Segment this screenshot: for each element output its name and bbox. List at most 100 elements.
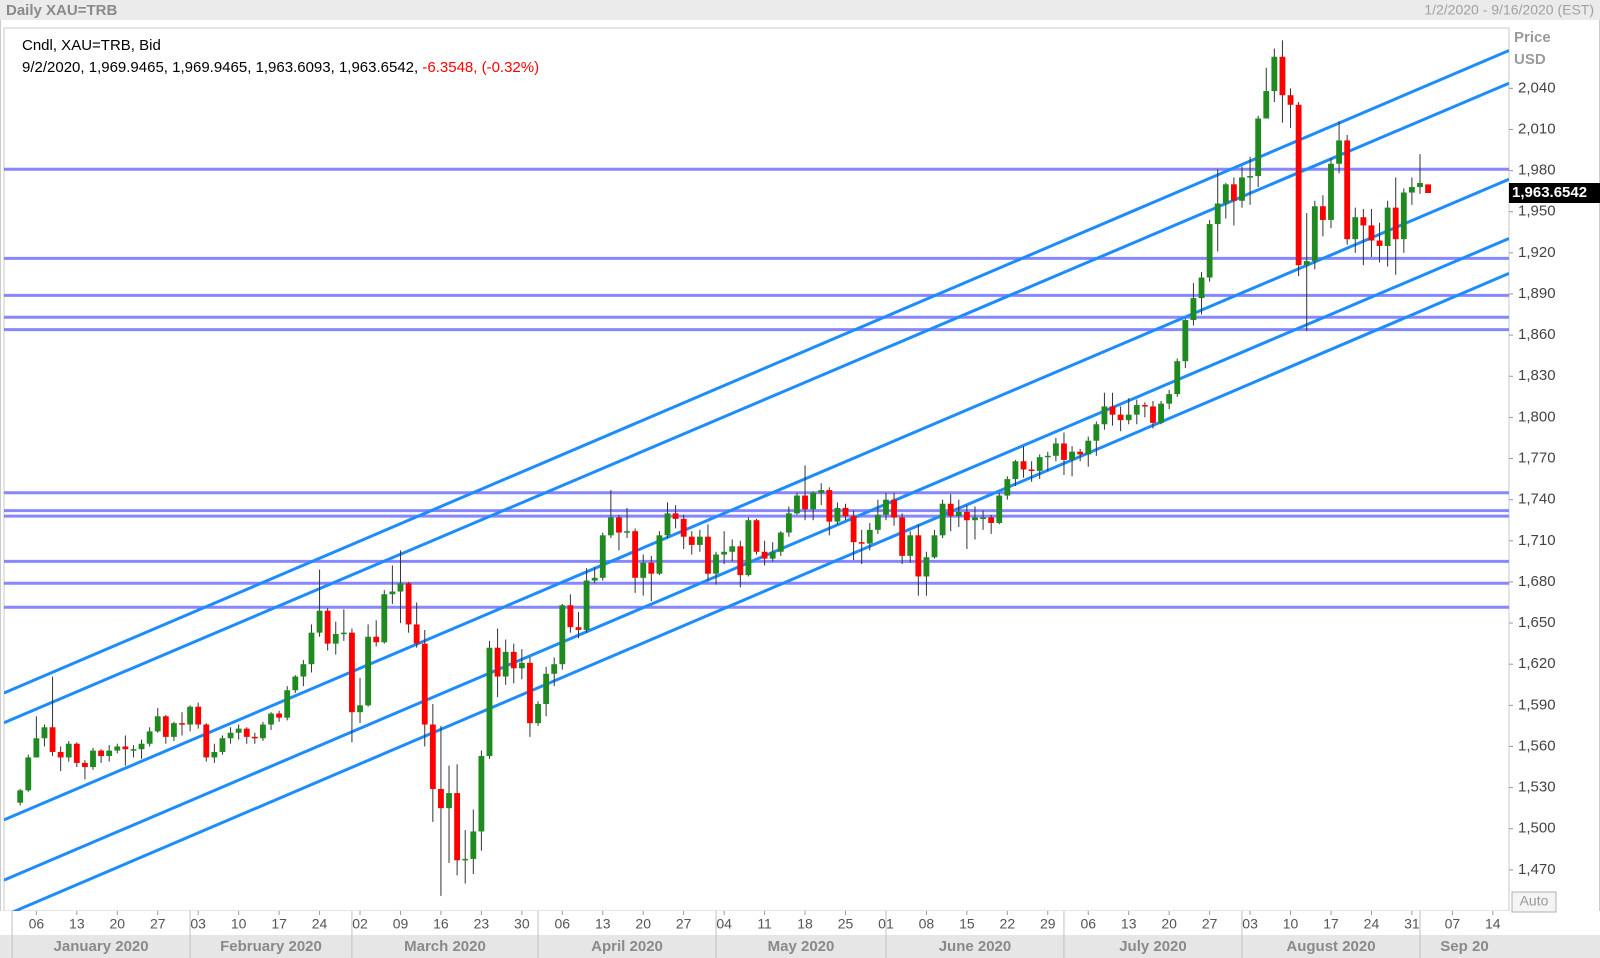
y-tick-label: 1,470 <box>1518 861 1556 878</box>
x-tick-label: 30 <box>514 916 530 932</box>
candle-body <box>1263 91 1270 119</box>
y-tick-label: 1,740 <box>1518 491 1556 508</box>
candle-body <box>963 512 970 521</box>
candle-body <box>988 517 995 523</box>
x-tick-label: 27 <box>150 916 166 932</box>
x-tick-label: 06 <box>29 916 45 932</box>
x-tick-label: 17 <box>1323 916 1339 932</box>
candle-body <box>357 705 363 713</box>
candle-body <box>664 513 671 536</box>
candle-body <box>478 756 485 832</box>
candle-body <box>1247 176 1253 178</box>
candle-body <box>82 762 88 768</box>
candle-body <box>1166 394 1173 404</box>
candle-body <box>276 713 283 718</box>
x-tick-label: 29 <box>1040 916 1056 932</box>
candle-body <box>810 492 817 510</box>
candle-body <box>1360 217 1367 226</box>
candle-body <box>931 535 938 558</box>
candle-body <box>494 647 501 677</box>
candle-body <box>114 746 121 751</box>
y-tick-label: 1,500 <box>1518 820 1556 837</box>
candle-body <box>1328 163 1334 220</box>
candle-body <box>1101 406 1108 425</box>
candle-body <box>777 532 784 552</box>
candle-body <box>1255 118 1262 177</box>
candle-body <box>316 610 323 633</box>
candle-body <box>915 535 922 577</box>
legend-name: Cndl, XAU=TRB, Bid <box>22 37 161 54</box>
x-tick-label: 20 <box>635 916 651 932</box>
last-price-label: 1,963.6542 <box>1512 184 1587 201</box>
candle-body <box>535 703 541 724</box>
candle-body <box>300 664 307 677</box>
x-tick-label: 23 <box>474 916 490 932</box>
candle-body <box>1141 405 1148 407</box>
candle-body <box>195 706 202 725</box>
candle-body <box>373 636 380 643</box>
candle-body <box>850 516 857 543</box>
y-tick-label: 1,830 <box>1518 367 1556 384</box>
month-label: June 2020 <box>939 938 1012 955</box>
month-label: August 2020 <box>1286 938 1375 955</box>
candle-body <box>518 662 525 669</box>
candle-body <box>899 517 906 556</box>
overlay-layer <box>4 49 1509 911</box>
candle-body <box>154 716 161 732</box>
candle-body <box>1036 457 1043 471</box>
candle-body <box>179 723 185 725</box>
candle-body <box>802 495 808 510</box>
candle-body <box>17 790 24 803</box>
candle-body <box>1198 277 1205 299</box>
scale-mode[interactable]: Auto <box>1520 893 1549 909</box>
candle-body <box>65 743 72 758</box>
candle-body <box>138 743 145 750</box>
candle-body <box>551 664 558 674</box>
candle-body <box>260 724 266 739</box>
candle-body <box>713 554 719 574</box>
candle-body <box>769 551 776 559</box>
month-strip <box>0 935 1600 958</box>
candle-body <box>98 750 105 757</box>
candle-body <box>381 594 388 643</box>
candle-body <box>1295 104 1302 266</box>
candle-body <box>122 746 129 750</box>
y-tick-label: 2,010 <box>1518 120 1556 137</box>
x-tick-label: 24 <box>312 916 328 932</box>
candle-body <box>761 551 768 559</box>
candle-body <box>1158 403 1164 423</box>
candle-body <box>413 624 420 644</box>
candle-body <box>980 517 986 519</box>
candle-body <box>397 583 404 592</box>
candle-body <box>753 520 760 552</box>
candle-body <box>1020 461 1027 470</box>
y-tick-label: 1,620 <box>1518 655 1556 672</box>
candle-body <box>454 793 461 861</box>
candle-body <box>486 647 493 757</box>
x-tick-label: 13 <box>1121 916 1137 932</box>
x-tick-label: 03 <box>1242 916 1258 932</box>
candle-body <box>340 632 347 635</box>
candle-body <box>365 636 372 706</box>
x-tick-label: 03 <box>190 916 206 932</box>
candle-body <box>1425 184 1431 194</box>
candle-body <box>421 643 428 725</box>
candle-body <box>583 580 590 630</box>
x-tick-label: 13 <box>595 916 611 932</box>
candle-body <box>891 499 897 518</box>
x-tick-label: 10 <box>231 916 247 932</box>
scale-mode-box[interactable] <box>1511 891 1557 913</box>
candle-body <box>866 529 873 544</box>
candle-body <box>470 831 477 859</box>
x-tick-label: 31 <box>1404 916 1420 932</box>
candle-body <box>405 583 412 625</box>
candle-body <box>1384 207 1391 247</box>
y-tick-label: 2,040 <box>1518 79 1556 96</box>
candle-body <box>939 503 946 536</box>
candle-body <box>1190 298 1197 321</box>
candle-body <box>462 858 469 861</box>
candle-body <box>696 536 703 545</box>
candle-body <box>527 662 533 724</box>
x-tick-label: 20 <box>1161 916 1177 932</box>
y-axis-label: USD <box>1514 51 1546 68</box>
